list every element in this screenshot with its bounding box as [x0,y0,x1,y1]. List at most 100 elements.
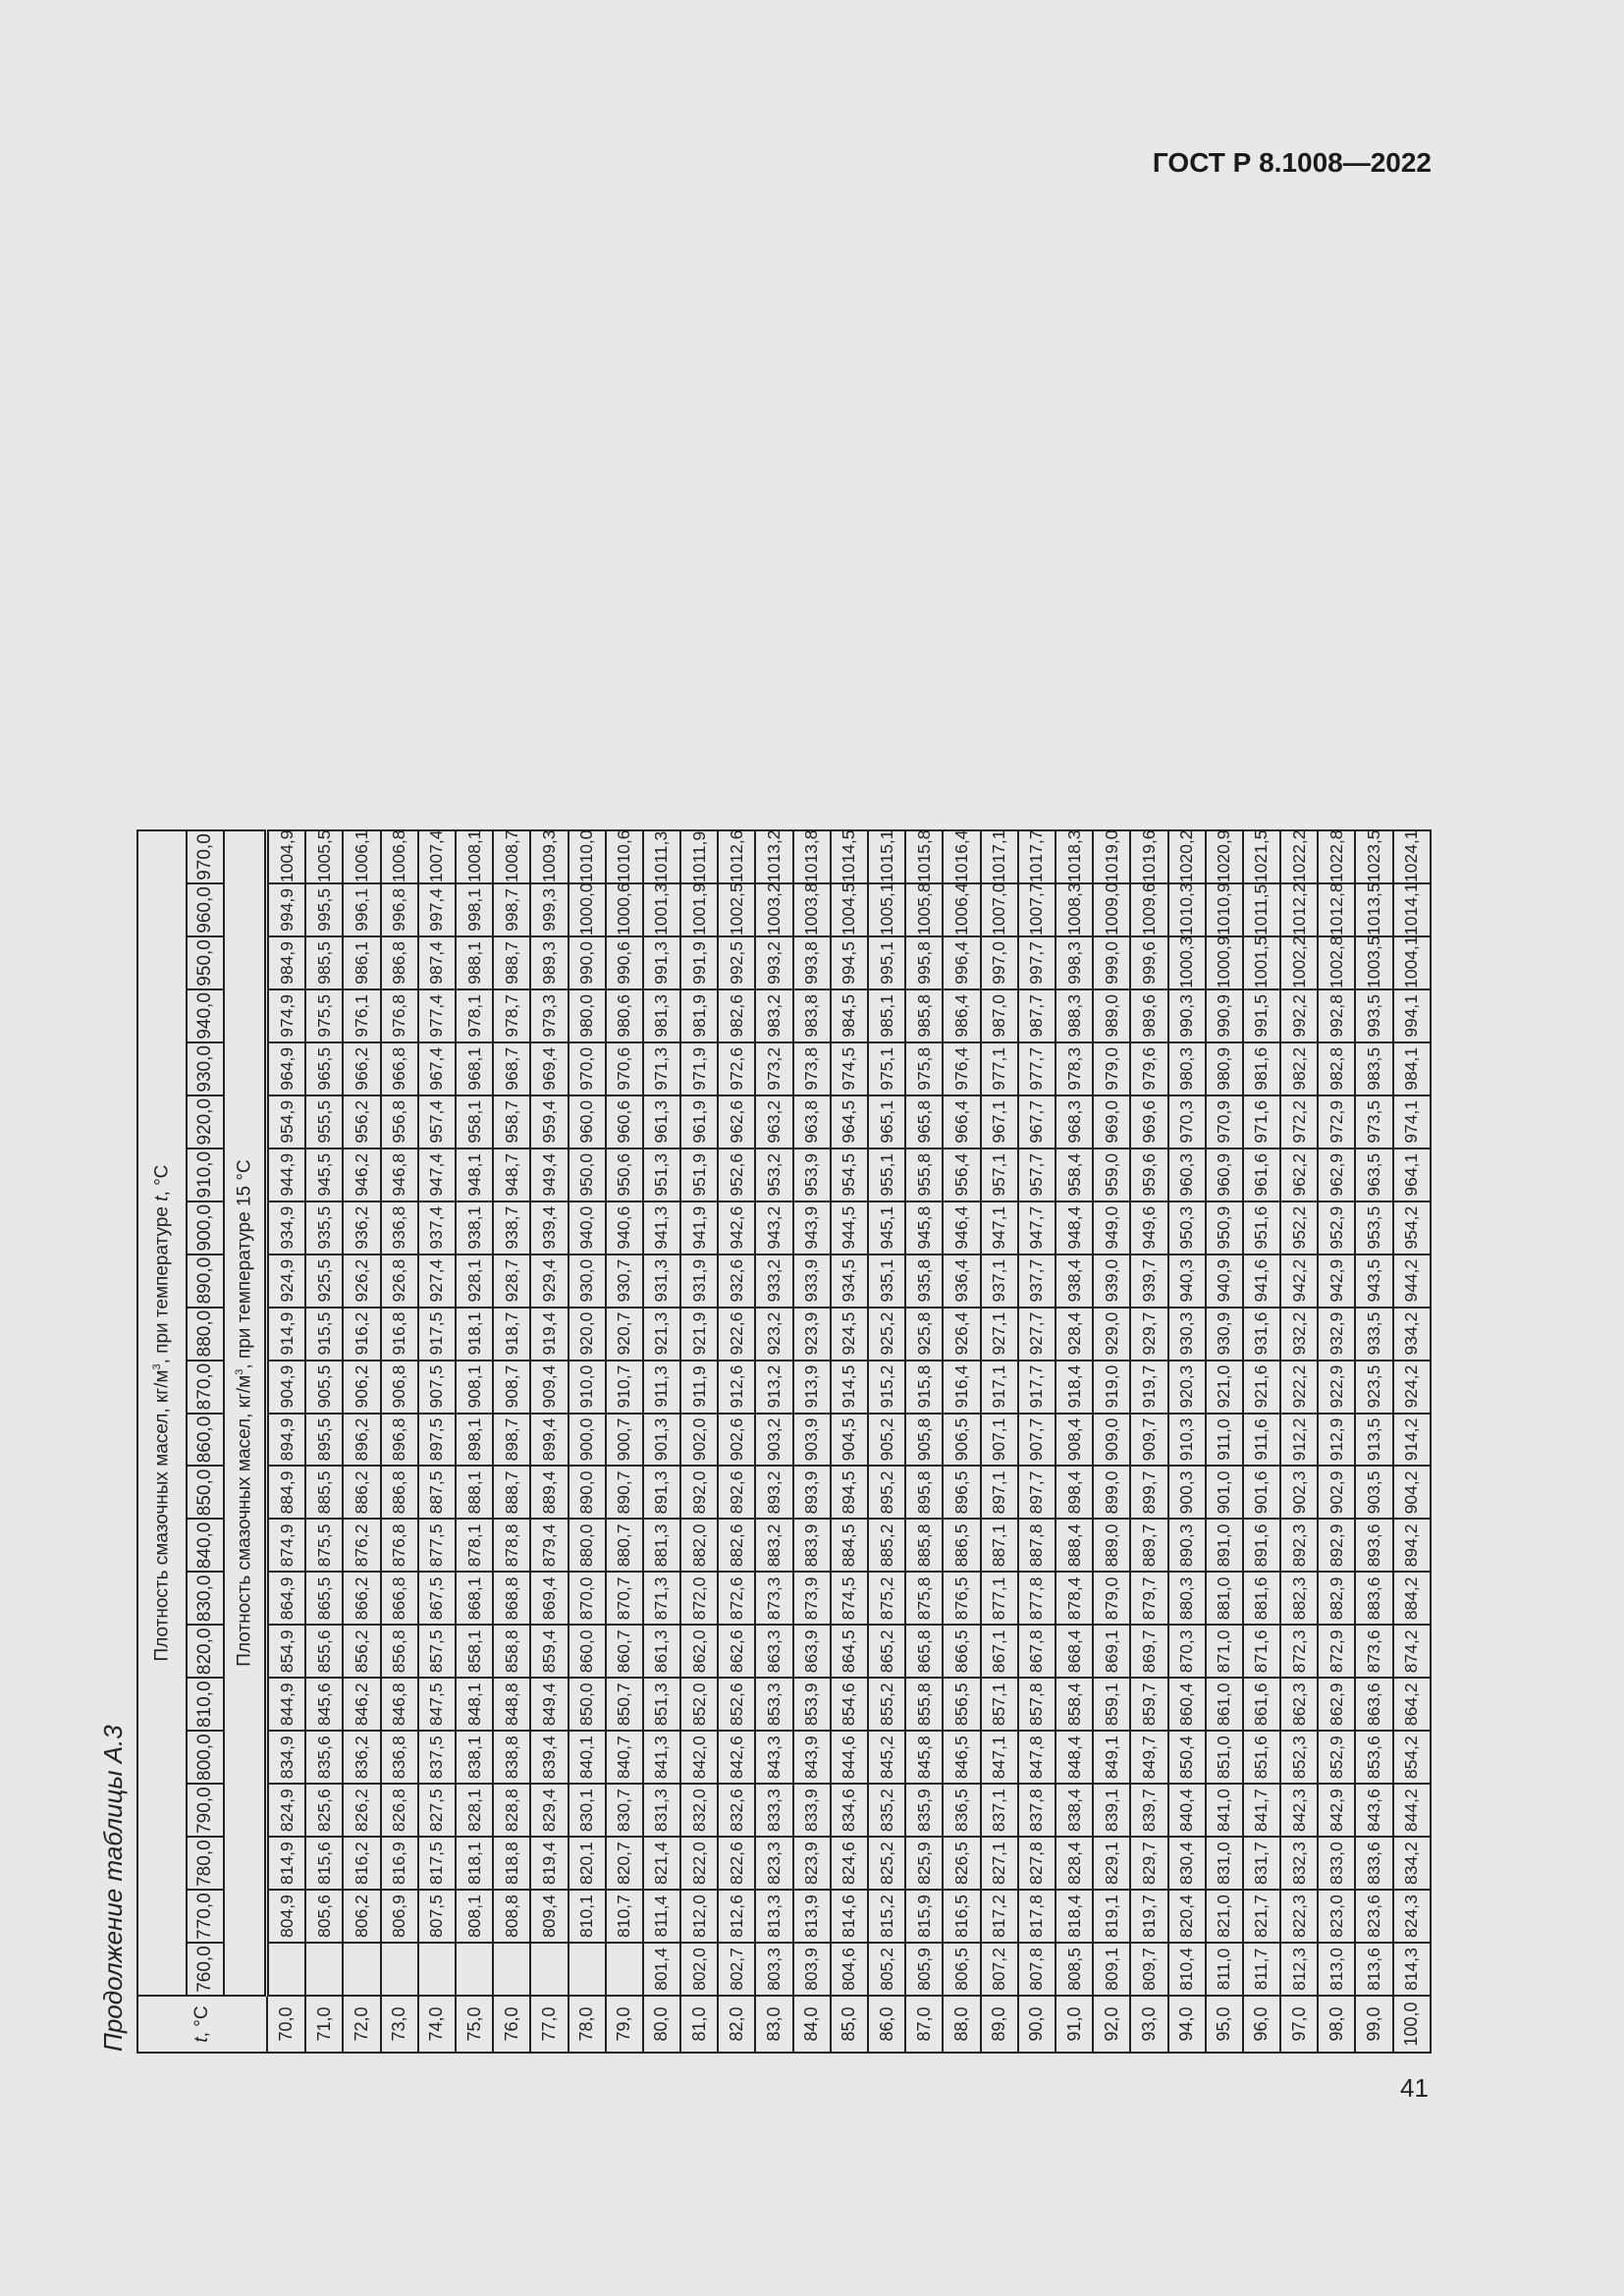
density-cell [380,1943,418,1996]
density-cell: 879,0 [1093,1572,1131,1626]
density-cell: 924,2 [1392,1360,1431,1414]
table-row: 80,0 801,4 811,4 821,4 831,3 841,3 851,3 861,3 8… [642,830,681,2053]
density-cell: 943,9 [792,1201,831,1255]
density-cell: 934,5 [830,1254,868,1308]
density-cell: 918,4 [1055,1360,1094,1414]
density-cell: 878,4 [1055,1572,1094,1626]
density-cell: 989,0 [1093,988,1131,1042]
table-row: 79,0 810,7 820,7 830,7 840,7 850,7 860,7 870,7 8… [605,830,643,2053]
density-cell: 937,4 [417,1201,456,1255]
density-cell: 955,8 [905,1148,944,1201]
density-cell: 935,8 [905,1254,944,1308]
density-cell: 888,1 [455,1466,494,1520]
density-cell: 940,3 [1167,1254,1206,1308]
density-cell: 945,5 [305,1148,344,1201]
density-cell: 956,2 [343,1095,381,1148]
density-cell: 908,4 [1055,1413,1094,1467]
density-cell: 925,2 [868,1307,906,1361]
density-cell: 962,9 [1318,1148,1356,1201]
density-cell: 993,5 [1355,988,1393,1042]
density-cell: 824,3 [1392,1890,1431,1944]
density-cell: 935,1 [868,1254,906,1308]
document-code: ГОСТ Р 8.1008—2022 [1152,147,1432,178]
density-cell: 959,0 [1093,1148,1131,1201]
density-cell: 821,4 [642,1837,681,1891]
density-cell: 917,1 [980,1360,1018,1414]
density-cell: 878,8 [493,1519,531,1573]
density-cell: 973,5 [1355,1095,1393,1148]
density-cell: 890,7 [605,1466,643,1520]
density-cell: 957,1 [980,1148,1018,1201]
temperature-cell: 89,0 [980,1996,1018,2053]
density-cell: 928,7 [493,1254,531,1308]
density-cell: 816,9 [380,1837,418,1891]
density-cell: 1002,2 [1280,935,1319,989]
density-cell: 856,2 [343,1625,381,1679]
column-header: 800,0 [187,1731,224,1785]
density-cell: 868,4 [1055,1625,1094,1679]
density-cell: 902,6 [718,1413,756,1467]
table-row: 88,0 806,5 816,5 826,5 836,5 846,5 856,5 866,5 8… [943,830,981,2053]
density-cell: 993,8 [792,935,831,989]
density-cell: 846,2 [343,1678,381,1732]
density-cell: 898,1 [455,1413,494,1467]
density-cell: 877,1 [980,1572,1018,1626]
density-cell: 987,7 [1017,988,1056,1042]
density-cell: 996,8 [380,882,418,936]
density-cell: 858,8 [493,1625,531,1679]
density-cell: 849,7 [1130,1731,1168,1785]
density-cell: 974,9 [266,988,306,1042]
density-cell: 963,2 [755,1095,793,1148]
density-cell: 892,9 [1318,1519,1356,1573]
temperature-cell: 99,0 [1355,1996,1393,2053]
density-cell: 942,2 [1280,1254,1319,1308]
density-cell: 850,0 [568,1678,606,1732]
density-cell: 944,9 [266,1148,306,1201]
density-cell: 986,1 [343,935,381,989]
table-row: 87,0 805,9 815,9 825,9 835,9 845,8 855,8 865,8 8… [905,830,944,2053]
density-cell: 890,0 [568,1466,606,1520]
page-number: 41 [1400,2073,1429,2103]
table-row: 78,0 810,1 820,1 830,1 840,1 850,0 860,0 870,0 8… [568,830,606,2053]
table-row: 94,0 810,4 820,4 830,4 840,4 850,4 860,4 870,3 8… [1167,830,1206,2053]
density-cell: 929,7 [1130,1307,1168,1361]
density-cell: 868,8 [493,1572,531,1626]
density-cell: 889,0 [1093,1519,1131,1573]
density-cell: 904,5 [830,1413,868,1467]
density-cell: 870,0 [568,1572,606,1626]
density-cell: 926,4 [943,1307,981,1361]
density-cell: 1020,9 [1205,830,1243,883]
density-cell: 1008,3 [1055,882,1094,936]
column-headers: 760,0 770,0 780,0 790,0 800,0 810,0 820,0 830,0… [187,830,224,2053]
density-cell: 980,0 [568,988,606,1042]
density-cell: 903,5 [1355,1466,1393,1520]
column-header: 840,0 [187,1519,224,1573]
density-cell: 985,1 [868,988,906,1042]
density-cell: 1001,3 [642,882,681,936]
density-cell: 1009,0 [1093,882,1131,936]
table-row: 92,0 809,1 819,1 829,1 839,1 849,1 859,1 869,1 8… [1093,830,1131,2053]
density-cell: 855,2 [868,1678,906,1732]
density-cell: 825,6 [305,1784,344,1838]
density-cell: 964,1 [1392,1148,1431,1201]
density-cell: 844,9 [266,1678,306,1732]
density-cell: 921,0 [1205,1360,1243,1414]
density-cell: 977,4 [417,988,456,1042]
density-cell: 853,3 [755,1678,793,1732]
density-cell: 900,0 [568,1413,606,1467]
density-cell: 843,6 [1355,1784,1393,1838]
density-cell: 999,0 [1093,935,1131,989]
density-cell: 818,4 [1055,1890,1094,1944]
column-header: 920,0 [187,1095,224,1148]
density-cell: 961,6 [1242,1148,1281,1201]
density-cell: 985,5 [305,935,344,989]
density-cell: 912,6 [718,1360,756,1414]
density-cell: 978,7 [493,988,531,1042]
density-cell: 951,9 [680,1148,719,1201]
density-cell: 801,4 [642,1943,681,1996]
density-cell: 847,8 [1017,1731,1056,1785]
density-cell: 992,2 [1280,988,1319,1042]
density-cell: 909,7 [1130,1413,1168,1467]
density-cell: 806,2 [343,1890,381,1944]
temperature-cell: 97,0 [1280,1996,1319,2053]
